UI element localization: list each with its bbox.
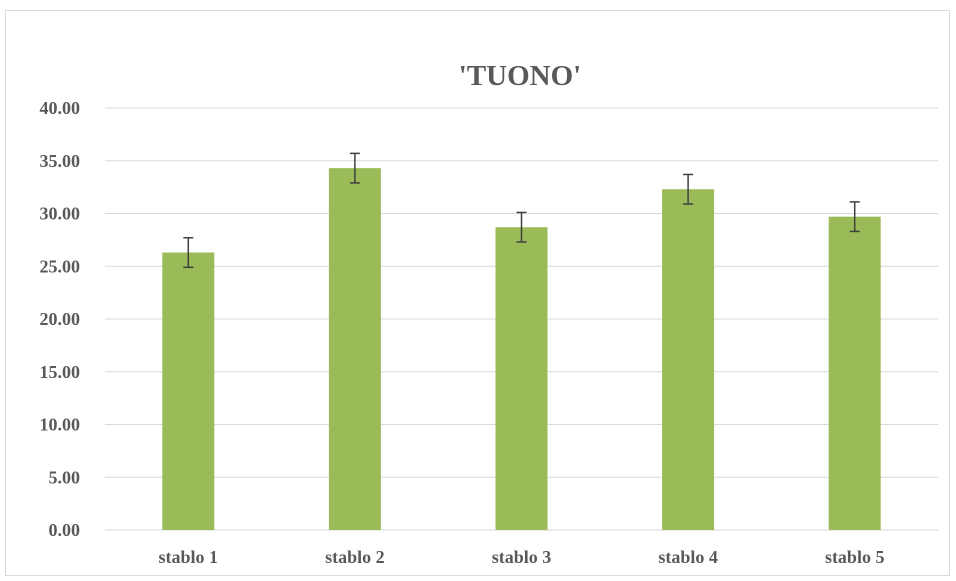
- x-tick-label: stablo 3: [492, 547, 552, 567]
- error-bars: [183, 152, 860, 269]
- x-tick-label: stablo 5: [825, 547, 885, 567]
- bar: [828, 216, 881, 531]
- x-tick-label: stablo 4: [658, 547, 718, 567]
- bar: [162, 252, 215, 530]
- x-axis-ticks: stablo 1 stablo 2 stablo 3 stablo 4 stablo 5: [159, 547, 885, 567]
- y-tick-label: 5.00: [49, 467, 81, 487]
- y-axis-ticks: 0.00 5.00 10.00 15.00 20.00 25.00 30.00 35.00 40…: [40, 98, 81, 540]
- y-tick-label: 0.00: [49, 520, 81, 540]
- x-tick-label: stablo 2: [325, 547, 385, 567]
- y-tick-label: 20.00: [40, 309, 81, 329]
- bars: [162, 168, 881, 531]
- y-tick-label: 25.00: [40, 256, 81, 276]
- y-tick-label: 10.00: [40, 415, 81, 435]
- chart-title: 'TUONO': [459, 60, 581, 92]
- bar: [662, 189, 715, 531]
- y-tick-label: 15.00: [40, 362, 81, 382]
- bar: [495, 227, 548, 530]
- bar: [328, 168, 381, 530]
- x-tick-label: stablo 1: [159, 547, 219, 567]
- y-tick-label: 30.00: [40, 204, 81, 224]
- y-tick-label: 40.00: [40, 98, 81, 118]
- y-tick-label: 35.00: [40, 151, 81, 171]
